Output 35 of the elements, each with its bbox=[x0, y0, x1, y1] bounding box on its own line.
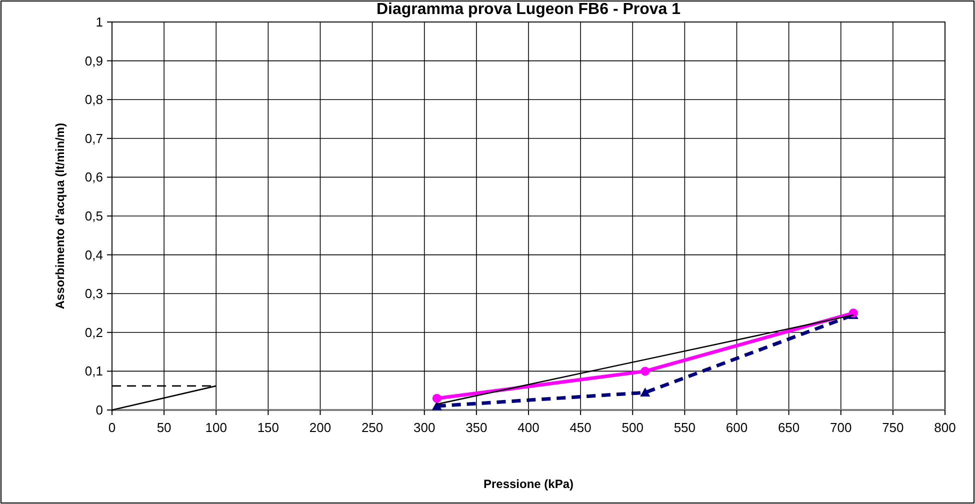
y-axis-title: Assorbimento d'acqua (lt/min/m) bbox=[53, 122, 67, 310]
x-tick-label: 300 bbox=[414, 420, 436, 435]
y-tick-label: 1 bbox=[96, 14, 103, 30]
x-axis-title: Pressione (kPa) bbox=[483, 477, 574, 491]
y-tick-label: 0,6 bbox=[84, 170, 103, 185]
x-tick-label: 0 bbox=[108, 420, 116, 435]
chart-title: Diagramma prova Lugeon FB6 - Prova 1 bbox=[376, 1, 681, 18]
y-tick-label: 0,3 bbox=[84, 286, 103, 302]
point bbox=[432, 401, 442, 410]
x-tick-label: 550 bbox=[674, 420, 696, 435]
y-tick-label: 0,5 bbox=[84, 208, 103, 224]
x-tick-label: 650 bbox=[778, 420, 800, 435]
x-tick-label: 800 bbox=[934, 420, 956, 435]
y-tick-label: 0,7 bbox=[84, 130, 103, 146]
x-tick-label: 100 bbox=[205, 420, 227, 435]
y-tick-label: 0 bbox=[96, 402, 103, 418]
x-tick-label: 250 bbox=[361, 420, 384, 435]
x-tick-label: 500 bbox=[622, 420, 644, 435]
x-tick-label: 600 bbox=[726, 420, 748, 435]
point bbox=[640, 388, 650, 397]
x-tick-label: 350 bbox=[466, 420, 488, 435]
x-tick-label: 200 bbox=[309, 420, 332, 435]
point bbox=[432, 394, 442, 403]
x-tick-label: 450 bbox=[570, 420, 592, 435]
y-tick-label: 0,9 bbox=[84, 53, 103, 68]
y-tick-label: 0,8 bbox=[84, 92, 103, 108]
x-tick-label: 700 bbox=[830, 420, 852, 435]
y-tick-label: 0,2 bbox=[84, 324, 103, 340]
point bbox=[640, 366, 650, 376]
x-tick-label: 400 bbox=[518, 420, 540, 435]
y-tick-label: 0,4 bbox=[84, 247, 103, 262]
x-tick-label: 150 bbox=[257, 420, 280, 435]
y-tick-label: 0,1 bbox=[84, 364, 103, 379]
x-tick-label: 750 bbox=[882, 420, 904, 435]
x-tick-label: 50 bbox=[156, 420, 172, 435]
